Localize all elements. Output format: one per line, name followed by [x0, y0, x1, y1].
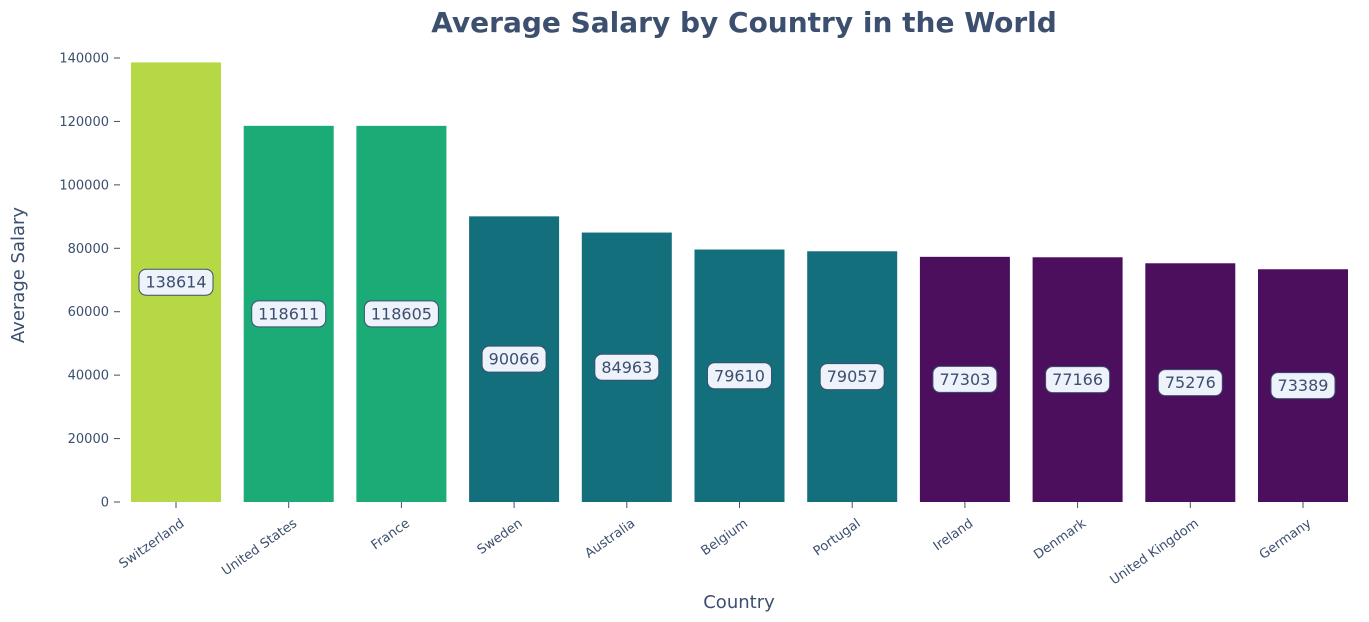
data-label: 118611 — [258, 304, 319, 323]
chart-title: Average Salary by Country in the World — [431, 6, 1057, 39]
x-tick-label: United States — [219, 516, 300, 579]
data-label-box — [138, 268, 214, 296]
data-label: 84963 — [601, 358, 652, 377]
x-tick-label: Ireland — [931, 516, 976, 554]
data-label-box — [707, 362, 772, 390]
data-label: 77166 — [1052, 370, 1103, 389]
x-tick-label: Sweden — [475, 516, 526, 558]
data-label: 77303 — [939, 370, 990, 389]
data-labels: 138614 118611 118605 90066 84963 79610 79057 77… — [138, 268, 1336, 400]
x-tick-label: United Kingdom — [1108, 516, 1202, 588]
x-tick-label: Belgium — [699, 516, 751, 559]
y-tick-label: 120000 — [59, 115, 109, 130]
data-label: 79057 — [827, 367, 878, 386]
data-label-box — [819, 363, 885, 391]
data-label: 90066 — [489, 350, 540, 369]
x-axis-label: Country — [703, 592, 775, 613]
data-label: 73389 — [1278, 376, 1329, 395]
data-label-box — [481, 345, 547, 373]
data-label: 138614 — [145, 273, 206, 292]
y-tick-label: 80000 — [68, 242, 109, 257]
y-tick-label: 20000 — [68, 432, 109, 447]
data-label-box — [251, 300, 327, 328]
data-label-box — [932, 365, 998, 393]
y-axis-label: Average Salary — [8, 207, 29, 344]
x-tick-label: Switzerland — [117, 516, 188, 572]
data-label-box — [1157, 369, 1223, 397]
y-axis: 0 20000 40000 60000 80000 100000 120000 140000 — [59, 52, 120, 511]
y-tick-label: 100000 — [59, 178, 109, 193]
x-tick-label: Portugal — [811, 516, 864, 559]
y-tick-label: 40000 — [68, 369, 109, 384]
y-tick-label: 0 — [101, 496, 109, 511]
data-label: 79610 — [714, 366, 765, 385]
data-label: 118605 — [371, 304, 432, 323]
data-label-box — [1270, 372, 1336, 400]
data-label-box — [594, 353, 660, 381]
x-tick-label: France — [369, 516, 413, 553]
y-tick-label: 60000 — [68, 305, 109, 320]
x-tick-label: Denmark — [1031, 516, 1089, 563]
x-tick-label: Australia — [582, 516, 638, 561]
x-tick-label: Germany — [1257, 516, 1315, 563]
data-label-box — [363, 300, 439, 328]
x-axis: Switzerland United States France Sweden Aust… — [117, 502, 1315, 588]
data-label: 75276 — [1165, 373, 1216, 392]
bars — [131, 62, 1348, 503]
data-label-box — [1045, 366, 1111, 394]
y-tick-label: 140000 — [59, 52, 109, 67]
